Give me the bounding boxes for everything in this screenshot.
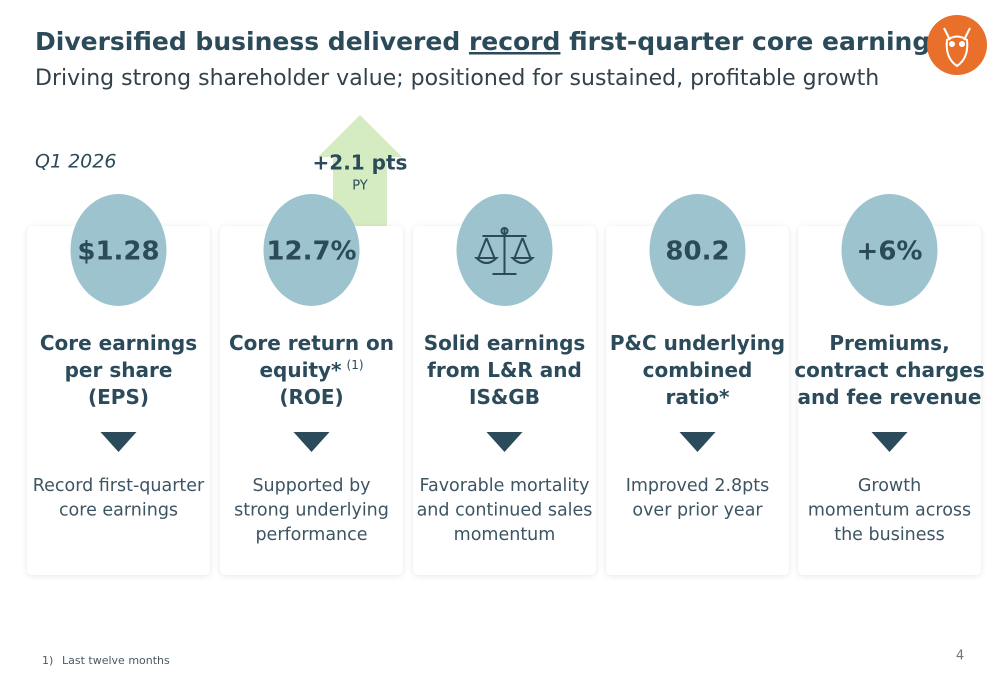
card-heading: from L&R and (427, 358, 582, 382)
card-heading: combined (643, 358, 753, 382)
heading-line: Premiums, (829, 331, 949, 355)
card-heading: ratio* (666, 385, 731, 409)
card-heading: IS&GB (469, 385, 540, 409)
period-label: Q1 2026 (35, 151, 116, 173)
heading-line: from L&R and (427, 358, 582, 382)
card-description: momentum (454, 525, 556, 545)
card-description: Favorable mortality (420, 476, 590, 496)
heading-line: IS&GB (469, 385, 540, 409)
heading-line: equity* (259, 358, 342, 382)
footnote-text: Last twelve months (62, 654, 170, 667)
value-circle (70, 194, 167, 306)
card-description: core earnings (59, 501, 178, 521)
card-description: Record first-quarter (33, 476, 205, 496)
callout-basis: PY (352, 179, 368, 194)
footnote-marker: 1) (42, 654, 53, 667)
heading-line: (ROE) (279, 385, 343, 409)
page-number: 4 (956, 649, 964, 664)
card-value: 80.2 (665, 237, 729, 267)
value-circle (649, 194, 746, 306)
card (798, 226, 981, 575)
heading-note: (1) (347, 358, 364, 372)
title-part: Diversified business delivered (35, 27, 469, 56)
card-heading: Core return on (229, 331, 394, 355)
callout-change: +2.1 pts (313, 151, 408, 175)
card-value: 12.7% (266, 237, 356, 267)
value-circle (263, 194, 360, 306)
card (606, 226, 789, 575)
card-heading: (EPS) (88, 385, 149, 409)
down-triangle (486, 432, 523, 452)
card-description: Growth (858, 476, 921, 496)
card-heading: P&C underlying (610, 331, 785, 355)
card (220, 226, 403, 575)
card-description: over prior year (632, 501, 763, 521)
card-description: and continued sales (417, 501, 593, 521)
heading-line: and fee revenue (798, 385, 982, 409)
logo (927, 15, 987, 75)
card (413, 226, 596, 575)
card-description: Supported by (252, 476, 370, 496)
card-description: the business (834, 525, 945, 545)
down-triangle (871, 432, 908, 452)
heading-line: P&C underlying (610, 331, 785, 355)
card-heading: equity* (1) (259, 358, 363, 382)
card-value: +6% (857, 237, 923, 267)
card (27, 226, 210, 575)
card-heading: and fee revenue (798, 385, 982, 409)
scale-icon (474, 227, 535, 275)
card-value: $1.28 (77, 237, 159, 267)
title-emphasis: record (469, 27, 561, 56)
card-description: momentum across (808, 501, 971, 521)
card-heading: contract charges (794, 358, 984, 382)
down-triangle (293, 432, 330, 452)
heading-line: (EPS) (88, 385, 149, 409)
heading-line: Core earnings (40, 331, 197, 355)
card-description: strong underlying (234, 501, 389, 521)
card-heading: Core earnings (40, 331, 197, 355)
up-arrow (318, 115, 402, 226)
heading-line: ratio* (666, 385, 731, 409)
title-part: first-quarter core earnings (560, 27, 945, 56)
down-triangle (100, 432, 137, 452)
card-heading: Premiums, (829, 331, 949, 355)
title: Diversified business delivered record fi… (35, 27, 945, 56)
heading-line: Solid earnings (424, 331, 586, 355)
heading-line: Core return on (229, 331, 394, 355)
heading-line: combined (643, 358, 753, 382)
card-heading: (ROE) (279, 385, 343, 409)
value-circle (841, 194, 938, 306)
heading-line: per share (65, 358, 173, 382)
down-triangle (679, 432, 716, 452)
card-description: Improved 2.8pts (626, 476, 770, 496)
cards: $1.28 Core earnings per share (EPS) Record f… (27, 194, 985, 575)
card-description: performance (255, 525, 367, 545)
subtitle: Driving strong shareholder value; positi… (35, 66, 879, 91)
heading-line: contract charges (794, 358, 984, 382)
card-heading: Solid earnings (424, 331, 586, 355)
card-heading: per share (65, 358, 173, 382)
